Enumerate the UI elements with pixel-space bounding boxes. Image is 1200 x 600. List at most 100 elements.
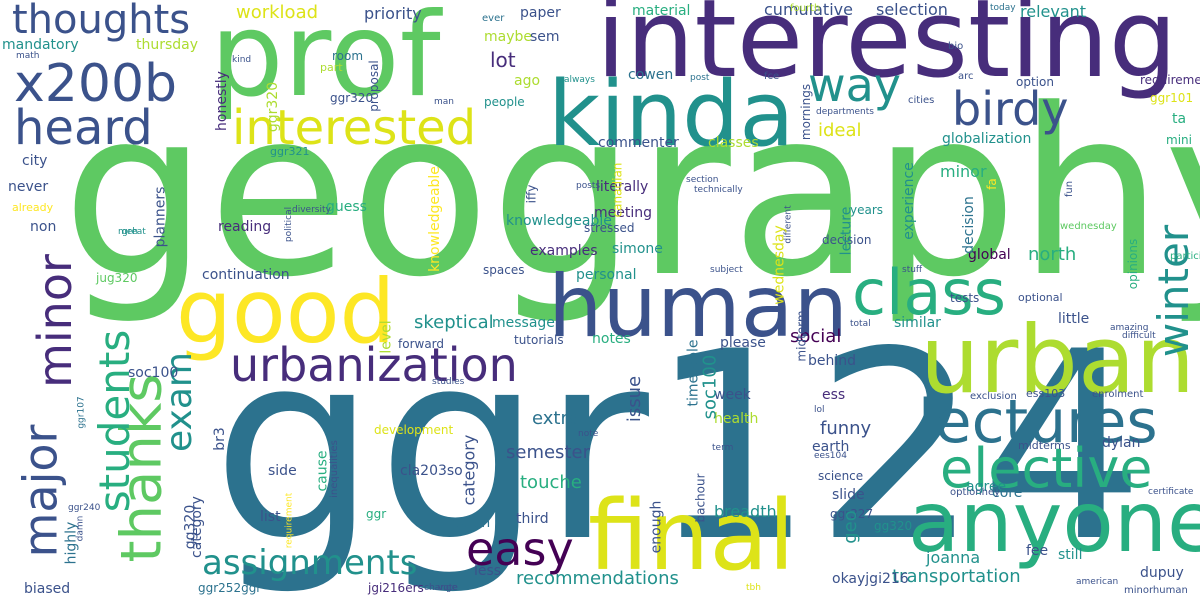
word: birdy xyxy=(952,82,1069,136)
word: recommendations xyxy=(516,568,679,589)
word: x200b xyxy=(14,54,178,114)
word: option xyxy=(1016,75,1054,89)
word: wednesday xyxy=(771,225,788,305)
word: selection xyxy=(876,0,948,19)
word: stressed xyxy=(584,221,635,235)
word: enough xyxy=(648,500,665,554)
word: ess103 xyxy=(1026,387,1066,400)
word: thoughts xyxy=(12,0,191,43)
word: decision xyxy=(960,196,977,254)
word: similar xyxy=(894,315,941,331)
word: science xyxy=(818,469,864,483)
word: studies xyxy=(432,377,465,387)
word: relevant xyxy=(1020,2,1087,21)
word: departments xyxy=(816,107,874,117)
word: never xyxy=(8,179,49,195)
word: human xyxy=(548,257,848,357)
word: ggr101 xyxy=(1150,91,1194,105)
word: final xyxy=(588,480,795,592)
word: city xyxy=(22,153,48,169)
word: cities xyxy=(908,95,935,106)
word: people xyxy=(484,95,525,109)
word: classes xyxy=(708,135,759,151)
word: decision xyxy=(822,233,872,247)
word: lectures xyxy=(918,387,1158,457)
word: biased xyxy=(24,581,71,597)
word: honestly xyxy=(213,71,230,131)
word: canadian xyxy=(610,162,625,218)
word: midterm xyxy=(794,310,809,362)
word: mini xyxy=(1166,133,1192,147)
word: jug320 xyxy=(96,271,138,285)
word: proposal xyxy=(366,60,381,112)
word: man xyxy=(434,97,454,107)
word: examples xyxy=(530,243,598,259)
word: subject xyxy=(710,265,743,275)
word: gg320 xyxy=(874,519,913,533)
word: dylan xyxy=(1102,435,1141,451)
word: maybe xyxy=(484,29,533,45)
word: fee xyxy=(1026,543,1049,559)
word: notion xyxy=(446,515,491,531)
word: jgi216ers xyxy=(368,581,424,595)
word: vote xyxy=(438,583,458,593)
word: ideal xyxy=(818,120,862,141)
word: kinda xyxy=(548,62,795,167)
word: ggr327 xyxy=(830,507,874,521)
word: okayjgi216 xyxy=(832,571,909,587)
word: good xyxy=(176,260,396,363)
word: cause xyxy=(314,450,331,492)
word: optionhey xyxy=(950,487,1001,498)
word: kind xyxy=(232,55,252,65)
word: agree xyxy=(966,479,1007,495)
word: technically xyxy=(694,185,743,195)
word: requirements xyxy=(1140,73,1200,87)
word: difficult xyxy=(1122,331,1156,341)
word: continuation xyxy=(202,267,290,283)
word: ggr321 xyxy=(270,145,310,158)
word: tests xyxy=(950,291,980,305)
word: easy xyxy=(466,522,574,576)
word: fce xyxy=(764,71,780,82)
word: interested xyxy=(232,100,477,156)
word: development xyxy=(374,423,454,437)
word: fa xyxy=(984,178,999,190)
word: cumulative xyxy=(764,0,853,19)
word: urbanization xyxy=(230,338,518,392)
word: non xyxy=(30,219,57,235)
word: issue xyxy=(624,375,646,423)
word: br3 xyxy=(211,427,228,451)
word: years xyxy=(850,203,884,217)
word: minor xyxy=(27,254,82,388)
word: class xyxy=(852,256,1006,329)
word: exclusion xyxy=(970,391,1017,402)
word: slide xyxy=(832,487,865,503)
word: change xyxy=(424,583,458,593)
word: opinions xyxy=(1126,238,1141,290)
word: transportation xyxy=(892,566,1021,587)
word: category xyxy=(459,434,479,506)
word: soc100 xyxy=(699,354,721,420)
word: bio xyxy=(948,41,964,52)
word: funny xyxy=(820,418,872,439)
word: anyone xyxy=(908,473,1200,571)
word: personal xyxy=(576,267,637,283)
word: reading xyxy=(218,219,272,235)
word: inequalities xyxy=(328,440,340,498)
word: list xyxy=(260,509,281,525)
word: behind xyxy=(808,353,857,369)
word: knowledgeable xyxy=(426,166,443,272)
word: meeting xyxy=(594,205,653,221)
word: week xyxy=(714,387,751,403)
word: global xyxy=(968,247,1011,263)
word: forward xyxy=(398,337,445,351)
word: earth xyxy=(812,439,850,455)
word: elective xyxy=(940,437,1153,500)
word: math xyxy=(16,51,40,61)
word: experience xyxy=(900,162,917,240)
word: fun xyxy=(1064,180,1076,198)
word: extra xyxy=(532,408,579,429)
word: breadth xyxy=(714,502,777,521)
word: spaces xyxy=(483,263,525,277)
word: heard xyxy=(14,100,153,156)
